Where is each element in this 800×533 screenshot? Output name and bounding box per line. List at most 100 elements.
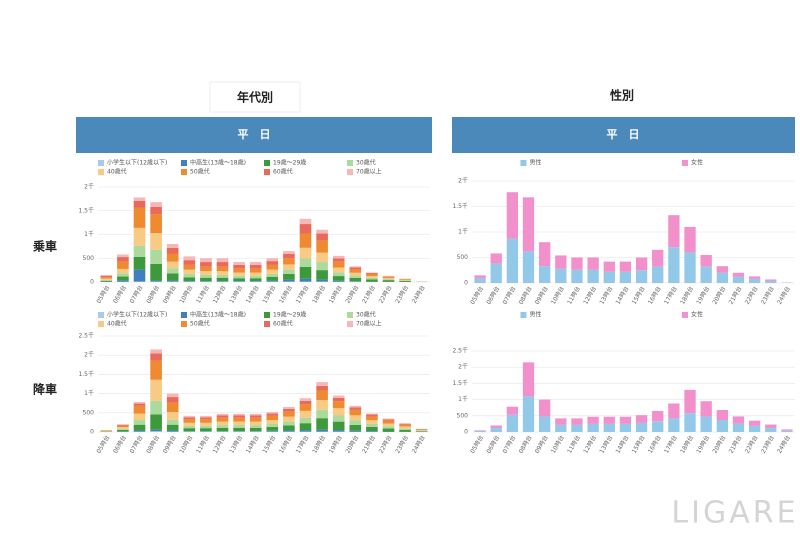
row-label: 乗車 [33,239,57,254]
bar-segment [316,385,328,391]
bar-segment [200,258,212,263]
bar-segment [684,252,696,283]
bar-segment [216,421,229,426]
bar-segment [133,269,146,282]
y-tick-label: 2千 [84,351,94,359]
bar-segment [133,256,146,270]
bar-segment [117,428,129,430]
bar-segment [316,233,328,241]
bar-segment [522,197,535,252]
x-tick-label: 06時台 [485,285,502,306]
bar-segment [765,279,777,281]
bar-segment [299,404,312,411]
bar-segment [299,400,312,405]
x-tick-label: 18時台 [310,434,327,455]
legend-label: 小学生以下(12歳以下) [107,311,167,319]
x-tick-label: 24時台 [775,285,792,306]
bar-segment [366,272,378,274]
bar-segment [133,413,146,421]
bar-segment [216,274,229,278]
bar-segment [349,424,362,431]
bar-segment [316,409,328,419]
bar-segment [399,426,411,429]
legend-swatch [181,321,187,327]
x-tick-label: 15時台 [630,434,647,455]
legend-swatch [181,169,187,175]
bar-segment [732,276,745,283]
bar-segment [332,421,345,431]
legend-swatch [520,160,527,166]
bar-segment [349,266,362,268]
x-tick-label: 21時台 [727,434,744,455]
y-tick-label: 2.5千 [78,332,94,340]
bar-segment [233,262,245,265]
bar-segment [490,428,502,432]
x-tick-label: 12時台 [581,285,598,306]
legend-swatch [347,160,353,166]
bar-segment [332,430,345,432]
bar-segment [332,272,345,277]
panel-header [452,117,795,153]
bar-segment [366,276,378,278]
bar-segment [283,416,295,422]
bar-segment [366,277,378,280]
watermark: LIGARE [671,496,798,531]
bar-segment [233,268,245,273]
legend-label: 女性 [691,159,703,167]
bar-segment [183,256,196,261]
legend-label: 小学生以下(12歳以下) [107,159,167,167]
bar-segment [200,419,212,423]
x-tick-label: 09時台 [161,284,178,305]
bar-segment [150,349,162,354]
bar-segment [166,273,179,281]
x-tick-label: 06時台 [111,284,128,305]
x-tick-label: 17時台 [662,434,679,455]
bar-segment [716,266,728,273]
bar-segment [299,218,312,225]
bar-segment [166,393,179,398]
bar-segment [522,251,535,283]
legend-swatch [681,312,688,318]
bar-segment [349,275,362,278]
y-tick-label: 2千 [458,363,468,371]
bar-segment [249,275,262,279]
bar-segment [133,402,146,404]
bar-segment [668,418,680,432]
y-tick-label: 2.5千 [452,347,468,355]
bar-segment [555,424,567,432]
bar-segment [522,396,535,432]
bar-segment [299,417,312,424]
bar-segment [748,278,761,283]
bar-segment [133,207,146,228]
bar-segment [349,420,362,425]
x-tick-label: 10時台 [178,284,195,305]
bar-segment [316,252,328,263]
bar-segment [150,353,162,361]
bar-segment [233,415,245,418]
bar-segment [150,202,162,207]
x-tick-label: 06時台 [485,434,502,455]
x-tick-label: 09時台 [533,285,550,306]
bar-segment [200,274,212,278]
bar-segment [266,423,279,428]
x-tick-label: 22時台 [377,284,394,305]
y-tick-label: 500 [457,412,469,419]
bar-segment [781,430,793,432]
bar-segment [266,280,279,282]
bar-segment [117,261,129,269]
bar-segment [716,420,728,432]
bar-segment [366,279,378,282]
x-tick-label: 05時台 [95,284,112,305]
bar-segment [200,266,212,272]
bar-segment [200,415,212,418]
x-tick-label: 14時台 [244,284,261,305]
x-tick-label: 11時台 [194,284,211,305]
legend-label: 男性 [529,159,541,167]
bar-segment [117,424,129,426]
bar-segment [765,280,777,283]
bar-segment [316,279,328,282]
bar-segment [603,416,615,424]
bar-segment [200,425,212,429]
bar-segment [150,431,162,432]
